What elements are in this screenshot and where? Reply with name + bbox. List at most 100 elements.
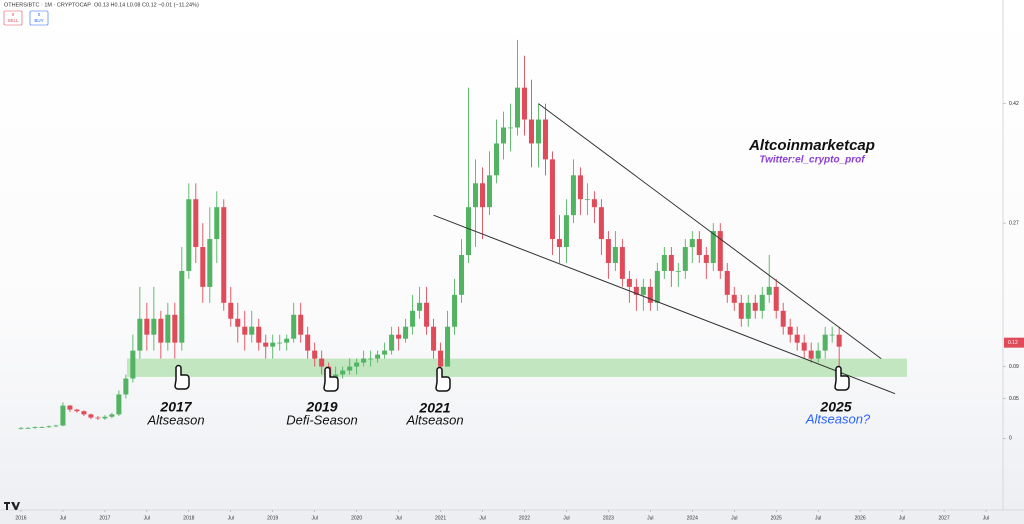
- candle-body: [619, 247, 625, 279]
- candle-body: [591, 199, 597, 208]
- x-tick-label: Jul: [647, 515, 653, 521]
- x-tick-label: 2019: [267, 515, 278, 521]
- candle-layer: [18, 39, 842, 430]
- candle-body: [626, 278, 632, 287]
- candle-body: [263, 342, 269, 347]
- candle-body: [787, 326, 793, 335]
- x-tick-label: Jul: [311, 515, 317, 521]
- candle-body: [466, 207, 472, 255]
- candle-body: [480, 183, 486, 208]
- candle-body: [612, 247, 618, 263]
- buy-button-box[interactable]: [29, 10, 49, 26]
- candle-body: [689, 239, 695, 248]
- last-price-tag: [1004, 337, 1024, 348]
- candle-body: [808, 350, 814, 359]
- sell-button[interactable]: 0 SELL: [3, 10, 23, 26]
- candle-body: [829, 334, 835, 336]
- sell-qty[interactable]: 0: [12, 12, 15, 17]
- candle-body: [633, 286, 639, 295]
- x-tick-label: 2023: [603, 515, 614, 521]
- candle-body: [794, 334, 800, 343]
- x-tick-label: 2017: [99, 515, 110, 521]
- candle-body: [277, 342, 283, 344]
- candle-body: [144, 318, 150, 335]
- candle-body: [340, 370, 346, 375]
- trendline-layer: [433, 103, 896, 395]
- candle-body: [459, 255, 465, 295]
- candle-body: [151, 318, 157, 335]
- candle-body: [347, 366, 353, 371]
- candle-body: [563, 215, 569, 248]
- x-tick-label: Jul: [899, 515, 905, 521]
- annotation-year: 2021: [418, 400, 450, 416]
- candle-body: [661, 255, 667, 271]
- candle-body: [74, 409, 80, 412]
- candle-body: [291, 314, 297, 339]
- annotation-text: Altseason?: [805, 411, 871, 426]
- handle: Twitter:el_crypto_prof: [759, 155, 866, 166]
- candle-body: [773, 286, 779, 311]
- candle-body: [417, 302, 423, 311]
- x-tick-label: 2026: [855, 515, 866, 521]
- y-tick-label: 0.27: [1009, 220, 1019, 226]
- zone-layer: [126, 358, 907, 377]
- candle-body: [780, 310, 786, 327]
- candle-body: [25, 427, 31, 429]
- candle-body: [514, 87, 520, 128]
- candle-body: [822, 334, 828, 351]
- candle-body: [403, 326, 409, 339]
- candle-body: [535, 119, 541, 144]
- candle-body: [438, 350, 444, 367]
- candle-body: [745, 302, 751, 319]
- candle-body: [312, 350, 318, 359]
- candle-body: [486, 175, 493, 208]
- candle-body: [766, 286, 772, 295]
- candle-body: [696, 239, 702, 255]
- annotation-year: 2025: [819, 399, 851, 415]
- candle-body: [389, 334, 395, 351]
- candle-body: [88, 414, 94, 418]
- candle-body: [18, 427, 24, 429]
- candle-body: [507, 127, 514, 129]
- buy-label[interactable]: BUY: [34, 18, 43, 23]
- candle-body: [228, 302, 234, 319]
- candle-body: [584, 199, 590, 201]
- x-tick-label: Jul: [228, 515, 234, 521]
- candle-body: [647, 286, 653, 303]
- sell-label[interactable]: SELL: [7, 18, 19, 23]
- candle-body: [270, 342, 276, 347]
- candle-body: [130, 350, 136, 379]
- candle-body: [179, 270, 185, 343]
- candle-body: [354, 362, 360, 367]
- buy-qty[interactable]: 0: [38, 12, 41, 17]
- buy-button[interactable]: 0 BUY: [29, 10, 49, 26]
- annotation-text: Defi-Season: [286, 412, 358, 427]
- hand-icons: [174, 364, 850, 392]
- candle-body: [200, 247, 206, 287]
- candle-body: [542, 119, 548, 160]
- candle-body: [256, 326, 262, 343]
- axis-layer: 0.42 0.27 0.09 0.05 0 0.12 2016 Jul 2017 Jul 2018 J…: [15, 101, 1024, 521]
- candle-body: [570, 175, 576, 216]
- candle-body: [445, 326, 451, 367]
- sell-button-box[interactable]: [3, 10, 23, 26]
- candle-body: [675, 270, 681, 272]
- candle-body: [214, 207, 220, 240]
- candle-body: [81, 411, 87, 415]
- candle-body: [186, 199, 192, 271]
- candle-body: [640, 286, 646, 295]
- candle-body: [60, 405, 66, 426]
- candle-body: [375, 354, 381, 359]
- candle-body: [717, 231, 723, 271]
- annotation-text: Altseason: [405, 412, 463, 427]
- candle-body: [500, 127, 507, 144]
- hand-icon: [435, 366, 451, 392]
- candle-body: [473, 183, 479, 208]
- ohlc-text: O0.13 H0.14 L0.08 C0.12 −0.01 (−11.24%): [94, 2, 199, 8]
- x-tick-label: 2020: [351, 515, 362, 521]
- candle-body: [556, 239, 562, 248]
- y-tick-label: 0: [1009, 436, 1012, 442]
- last-price-label: 0.12: [1008, 340, 1018, 346]
